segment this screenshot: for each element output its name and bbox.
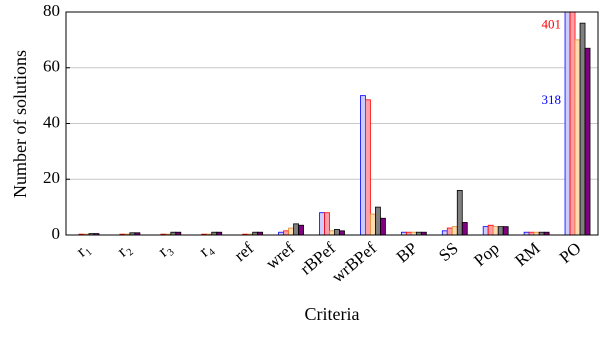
bar — [134, 232, 141, 235]
bar — [569, 12, 576, 235]
y-tick-label: 60 — [43, 57, 60, 76]
bar — [441, 230, 448, 235]
bar — [319, 212, 325, 235]
bar — [375, 206, 381, 235]
bar — [579, 22, 586, 235]
x-tick-label: SS — [435, 239, 462, 266]
bar — [360, 95, 366, 235]
bar — [451, 226, 458, 235]
x-tick-label: r₄ — [195, 238, 216, 260]
bar — [564, 12, 571, 235]
bar — [497, 226, 504, 235]
bar — [324, 212, 330, 235]
bar — [584, 47, 591, 235]
bars — [78, 12, 591, 235]
x-tick-label: BP — [393, 239, 421, 267]
x-tick-label: ref — [231, 238, 258, 265]
bar — [293, 223, 299, 235]
bar — [334, 229, 340, 235]
bar — [365, 99, 371, 235]
bar — [370, 213, 376, 235]
y-tick-label: 20 — [43, 168, 60, 187]
bar — [339, 230, 345, 235]
bar — [502, 226, 509, 235]
y-tick-label: 40 — [43, 112, 60, 131]
x-tick-label: PO — [556, 239, 585, 268]
plot-frame — [65, 11, 599, 236]
x-tick-label: wref — [262, 238, 298, 273]
bar — [482, 226, 489, 235]
x-tick-label: Pop — [470, 239, 502, 271]
x-tick-label: RM — [511, 239, 543, 271]
bar — [283, 230, 289, 235]
bar — [288, 227, 294, 235]
y-tick-label: 0 — [52, 224, 61, 243]
bar — [380, 217, 386, 235]
bar — [574, 39, 581, 235]
x-tick-label: r₁ — [72, 239, 93, 261]
bar — [461, 222, 468, 235]
value-label: 401 — [542, 16, 562, 31]
bar — [492, 226, 499, 235]
bar — [487, 224, 494, 235]
bar — [446, 227, 453, 235]
y-axis-label: Number of solutions — [10, 50, 30, 198]
x-axis-label: Criteria — [305, 304, 360, 324]
x-tick-label: r₂ — [113, 239, 134, 261]
x-tick-label: wrBPef — [328, 238, 380, 286]
x-tick-label: r₃ — [154, 238, 175, 260]
y-tick-label: 80 — [43, 1, 60, 20]
value-label: 318 — [542, 92, 562, 107]
bar — [298, 224, 304, 235]
bar — [329, 230, 335, 235]
bar — [456, 189, 463, 235]
